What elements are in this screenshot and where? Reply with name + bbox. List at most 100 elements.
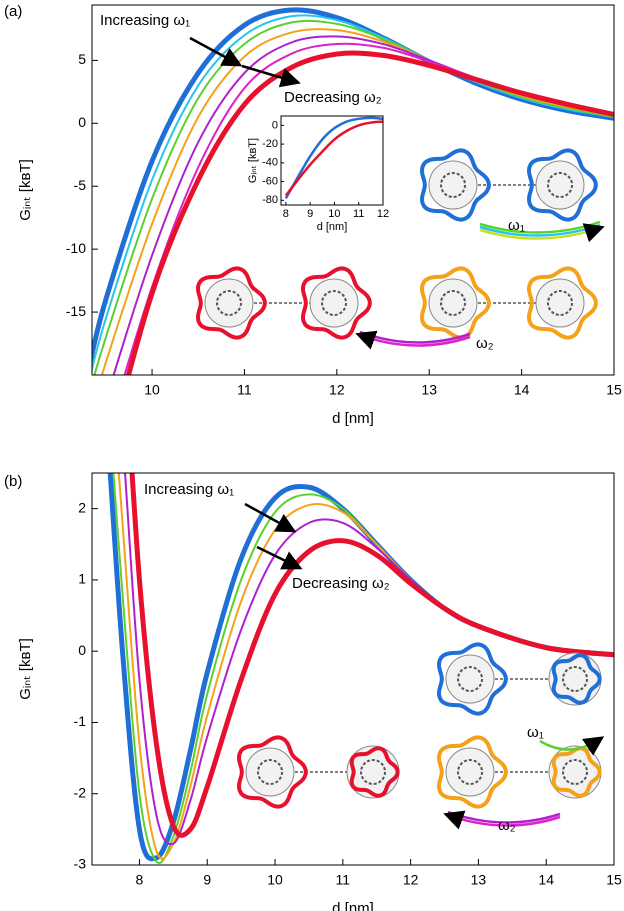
x-tick-label: 9 [203, 872, 211, 888]
y-tick-label: -60 [262, 175, 278, 187]
x-tick-label: 14 [514, 382, 530, 398]
protein-icon [548, 745, 602, 799]
panel-label: (b) [4, 473, 22, 490]
frame [280, 115, 384, 206]
protein-inner [321, 290, 347, 316]
protein-outline [419, 148, 491, 222]
protein-outline [236, 735, 308, 809]
y-tick-label: -15 [66, 303, 86, 319]
series-line [125, 50, 614, 375]
x-tick-label: 10 [267, 872, 283, 888]
series-line [93, 19, 614, 375]
series-line [284, 120, 383, 197]
x-tick-label: 12 [377, 208, 389, 220]
y-tick-label: -80 [262, 194, 278, 206]
protein-core [428, 160, 478, 210]
x-axis-label: d [nm] [317, 221, 348, 233]
protein-core [445, 747, 495, 797]
y-axis-label: Gᵢₙₜ [kʙT] [17, 638, 34, 700]
rotation-arrow [355, 330, 471, 350]
protein-outline [436, 735, 508, 809]
y-tick-label: -1 [74, 713, 87, 729]
x-tick-label: 11 [336, 872, 351, 888]
protein-inner [360, 759, 386, 785]
y-tick-label: 5 [78, 51, 86, 67]
rotation-arrow [539, 736, 605, 756]
protein-core [535, 160, 585, 210]
arrow [244, 502, 297, 533]
protein-icon [419, 148, 491, 222]
protein-inner [457, 666, 483, 692]
series-line [284, 116, 383, 200]
protein-core [245, 747, 295, 797]
y-tick-label: 0 [78, 642, 86, 658]
protein-core [309, 278, 359, 328]
y-tick-label: -40 [262, 157, 278, 169]
protein-outline [195, 266, 267, 340]
protein-inner [562, 666, 588, 692]
x-tick-label: 12 [403, 872, 419, 888]
annotation: ω₁ [508, 217, 525, 234]
protein-icon [346, 745, 400, 799]
y-tick-label: -10 [66, 240, 86, 256]
protein-core [428, 278, 478, 328]
x-tick-label: 12 [329, 382, 345, 398]
annotation: Increasing ω₁ [100, 12, 190, 29]
protein-outline [436, 642, 508, 716]
y-tick-label: -20 [262, 138, 278, 150]
protein-outline [300, 266, 372, 340]
inset: 8 9 10 11 12 0 -20 -40 -60 -80 d [nm] Gᵢₙₜ [kʙT] [247, 115, 389, 233]
y-tick-label: -2 [74, 784, 87, 800]
protein-icon [436, 642, 508, 716]
x-tick-label: 11 [353, 208, 364, 220]
protein-icon [526, 266, 598, 340]
x-tick-label: 14 [538, 872, 554, 888]
protein-inner [216, 290, 242, 316]
annotation: Decreasing ω₂ [292, 575, 390, 592]
protein-outline [349, 746, 400, 798]
protein-icon [236, 735, 308, 809]
protein-inner [547, 172, 573, 198]
series-line [92, 7, 614, 366]
x-tick-label: 10 [144, 382, 160, 398]
x-axis-label: d [nm] [332, 410, 374, 427]
panel: 10 11 12 13 14 15 5 0 -5 -10 -15 d [nm] Gᵢₙₜ [kʙT] [17, 4, 622, 427]
protein-core [535, 278, 585, 328]
x-tick-label: 8 [136, 872, 144, 888]
protein-icon [300, 266, 372, 340]
arrow [241, 64, 301, 88]
x-tick-label: 15 [606, 382, 622, 398]
arrow [189, 36, 243, 67]
y-tick-label: -5 [74, 177, 87, 193]
lines [284, 116, 383, 200]
series-line [92, 14, 614, 373]
protein-inner [457, 759, 483, 785]
annotation: ω₁ [527, 724, 544, 741]
protein-outline [551, 653, 602, 705]
y-tick-label: 0 [78, 114, 86, 130]
x-tick-label: 10 [328, 208, 340, 220]
protein-inner [562, 759, 588, 785]
panel-label: (a) [4, 3, 22, 20]
protein-core [445, 654, 495, 704]
x-tick-label: 15 [606, 872, 622, 888]
protein-inner [440, 172, 466, 198]
protein-inner [257, 759, 283, 785]
protein-outline [526, 148, 598, 222]
x-tick-label: 11 [237, 382, 252, 398]
annotation: ω₂ [476, 335, 494, 352]
annotation: Decreasing ω₂ [284, 89, 382, 106]
y-axis-label: Gᵢₙₜ [kʙT] [247, 138, 259, 183]
protein-icon [436, 735, 508, 809]
y-tick-label: -3 [74, 856, 87, 872]
x-tick-label: 13 [471, 872, 487, 888]
protein-core [204, 278, 254, 328]
frame [91, 472, 615, 866]
y-tick-label: 0 [272, 119, 278, 131]
protein-outline [526, 266, 598, 340]
lines [107, 473, 614, 865]
protein-inner [547, 290, 573, 316]
